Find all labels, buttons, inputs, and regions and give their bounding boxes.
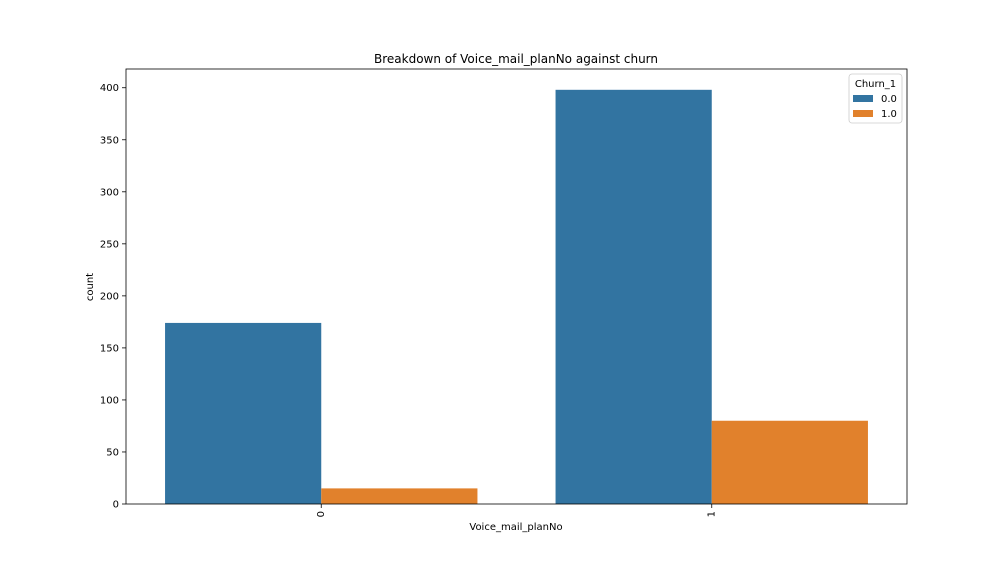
legend-title: Churn_1 — [855, 79, 896, 90]
y-tick-label: 100 — [100, 395, 119, 406]
legend-label-0_0: 0.0 — [881, 94, 897, 105]
y-tick-label: 300 — [100, 187, 119, 198]
y-tick-label: 200 — [100, 291, 119, 302]
x-axis-label: Voice_mail_planNo — [469, 522, 562, 533]
y-axis-label: count — [85, 273, 96, 301]
y-tick-label: 350 — [100, 135, 119, 146]
plot-frame — [125, 68, 908, 505]
legend-swatch-0_0 — [853, 95, 873, 102]
y-tick-label: 150 — [100, 343, 119, 354]
y-tick-label: 0 — [113, 500, 119, 511]
bar-1-1_0 — [711, 420, 868, 504]
y-tick-label: 50 — [106, 447, 119, 458]
chart-title: Breakdown of Voice_mail_planNo against c… — [374, 52, 658, 66]
legend: Churn_1 0.0 1.0 — [848, 73, 903, 124]
legend-label-1_0: 1.0 — [881, 109, 897, 120]
y-tick-label: 250 — [100, 239, 119, 250]
x-tick-label: 0 — [316, 511, 327, 517]
legend-swatch-1_0 — [853, 110, 873, 117]
bar-0-0_0 — [165, 322, 322, 504]
plot-area: 0 1 0 50 100 150 200 250 300 350 400 — [100, 68, 908, 517]
bar-0-1_0 — [321, 488, 478, 504]
x-tick-label: 1 — [706, 511, 717, 517]
y-tick-label: 400 — [100, 83, 119, 94]
bar-1-0_0 — [555, 89, 712, 504]
